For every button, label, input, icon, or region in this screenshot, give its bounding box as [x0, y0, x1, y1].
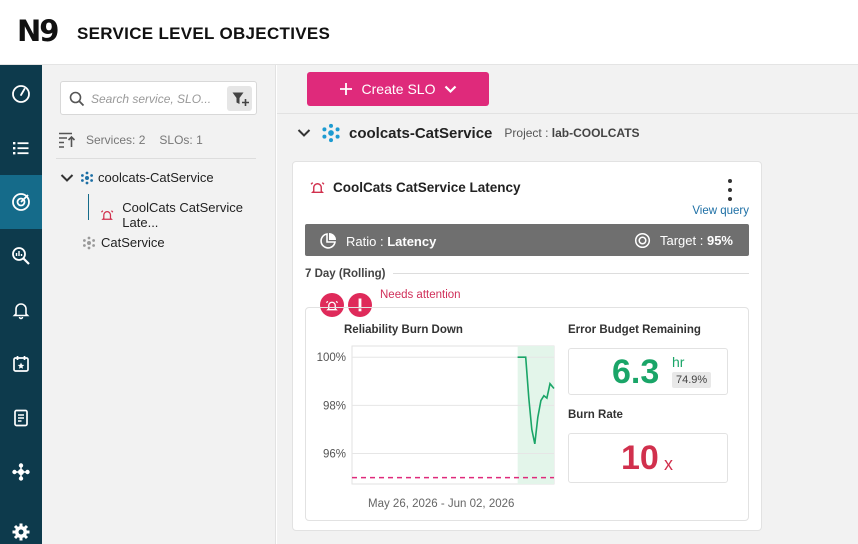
nobl9-logo[interactable]: N9 — [17, 14, 59, 48]
calendar-nav-item[interactable] — [0, 337, 42, 391]
target-value: 95% — [706, 233, 733, 248]
slo-target-icon — [12, 193, 30, 211]
services-count-label: Services: — [86, 133, 136, 147]
integrations-nav-item[interactable] — [0, 445, 42, 499]
services-count: 2 — [138, 133, 146, 147]
chart-y-tick-label: 96% — [323, 449, 346, 461]
tree-divider — [56, 158, 256, 159]
alarm-icon — [310, 182, 325, 194]
tree-counts: Services: 2 SLOs: 1 — [58, 132, 203, 148]
burn-rate-box: 10 x — [568, 433, 728, 483]
error-budget-unit: hr — [672, 354, 685, 370]
service-icon — [81, 171, 93, 184]
target-icon — [634, 232, 651, 249]
main-divider — [277, 113, 858, 114]
attention-badge[interactable] — [348, 293, 372, 317]
bell-icon — [12, 303, 30, 320]
chevron-down-icon[interactable] — [297, 128, 311, 138]
main-content: Create SLO coolcats-CatService Project :… — [277, 65, 858, 544]
tree-item-label: CoolCats CatService Late... — [122, 200, 243, 230]
chart-y-tick-label: 98% — [323, 400, 346, 412]
slo-metrics-panel: Reliability Burn Down 100% 98% 96% May 26,… — [305, 307, 749, 521]
tree-item-label: CatService — [101, 235, 165, 250]
page-title: SERVICE LEVEL OBJECTIVES — [77, 24, 331, 43]
list-nav-item[interactable] — [0, 121, 42, 175]
slos-count-label: SLOs: — [159, 133, 193, 147]
burn-down-title: Reliability Burn Down — [344, 324, 463, 336]
magnify-chart-icon — [12, 247, 30, 265]
chart-date-range: May 26, 2026 - Jun 02, 2026 — [368, 498, 515, 510]
alarm-icon — [325, 300, 339, 310]
ratio-value: Latency — [387, 233, 437, 249]
plus-icon — [339, 83, 352, 95]
list-icon — [13, 142, 29, 155]
service-icon — [322, 123, 340, 143]
service-header: coolcats-CatService Project : lab-COOLCA… — [297, 123, 640, 143]
chevron-down-icon — [445, 85, 457, 93]
error-budget-box: 6.3 hr 74.9% — [568, 348, 728, 395]
error-budget-title: Error Budget Remaining — [568, 324, 701, 336]
service-tree-panel: Search service, SLO... Services: 2 SLOs:… — [42, 65, 276, 544]
left-nav — [0, 65, 42, 544]
chevron-down-icon[interactable] — [60, 173, 74, 183]
dashboard-nav-item[interactable] — [0, 67, 42, 121]
time-window-label: 7 Day (Rolling) — [305, 268, 386, 280]
error-budget-percent: 74.9% — [672, 372, 712, 388]
view-query-link[interactable]: View query — [692, 205, 749, 217]
integrations-icon — [12, 463, 30, 481]
gauge-icon — [12, 85, 30, 103]
service-icon — [83, 236, 95, 249]
analytics-nav-item[interactable] — [0, 229, 42, 283]
slo-nav-item[interactable] — [0, 175, 42, 229]
ratio-label: Ratio : — [346, 233, 384, 249]
target-label: Target : — [659, 233, 704, 248]
burn-rate-unit: x — [664, 454, 673, 474]
burn-rate-value: 10 — [621, 439, 659, 477]
report-icon — [14, 409, 28, 427]
create-slo-button[interactable]: Create SLO — [307, 72, 489, 106]
slo-title[interactable]: CoolCats CatService Latency — [309, 180, 521, 195]
tree-item-label: coolcats-CatService — [98, 170, 214, 185]
calendar-star-icon — [13, 356, 29, 372]
exclamation-icon — [358, 298, 362, 312]
project-name: lab-COOLCATS — [551, 126, 640, 140]
more-options-icon[interactable] — [726, 179, 734, 201]
slos-count: 1 — [196, 133, 203, 147]
gear-icon — [12, 523, 30, 541]
burn-rate-title: Burn Rate — [568, 409, 623, 421]
filter-button[interactable] — [227, 86, 252, 111]
service-project: Project : lab-COOLCATS — [504, 126, 639, 140]
chart-series-line — [517, 356, 555, 445]
alerts-nav-item[interactable] — [0, 283, 42, 337]
settings-nav-item[interactable] — [0, 505, 42, 544]
top-bar: N9 SERVICE LEVEL OBJECTIVES — [0, 0, 858, 65]
slo-title-text: CoolCats CatService Latency — [333, 180, 521, 195]
create-slo-label: Create SLO — [361, 81, 436, 97]
slo-info-bar: Ratio : Latency Target : 95% — [305, 224, 749, 256]
chart-active-region — [517, 346, 554, 484]
slo-card: CoolCats CatService Latency View query R… — [292, 161, 762, 531]
status-text: Needs attention — [380, 289, 461, 301]
project-label: Project : — [504, 126, 549, 140]
chart-y-tick-label: 100% — [317, 352, 346, 364]
reports-nav-item[interactable] — [0, 391, 42, 445]
service-name[interactable]: coolcats-CatService — [349, 124, 493, 142]
tree-item-catservice[interactable]: CatService — [82, 235, 165, 250]
tree-branch-line — [88, 194, 89, 220]
filter-add-icon — [232, 92, 249, 106]
tree-item-coolcats-catservice[interactable]: coolcats-CatService — [60, 170, 214, 185]
tree-item-slo-latency[interactable]: CoolCats CatService Late... — [100, 200, 275, 230]
pie-chart-icon — [320, 233, 336, 249]
search-input[interactable]: Search service, SLO... — [91, 92, 212, 106]
search-icon — [69, 91, 85, 107]
error-budget-value: 6.3 — [612, 353, 660, 391]
search-box[interactable]: Search service, SLO... — [60, 81, 257, 115]
sort-icon[interactable] — [58, 132, 76, 148]
time-window-divider — [393, 273, 749, 274]
alert-bell-badge[interactable] — [320, 293, 344, 317]
alarm-icon — [100, 210, 114, 220]
reliability-burn-down-chart: 100% 98% 96% — [317, 345, 555, 485]
